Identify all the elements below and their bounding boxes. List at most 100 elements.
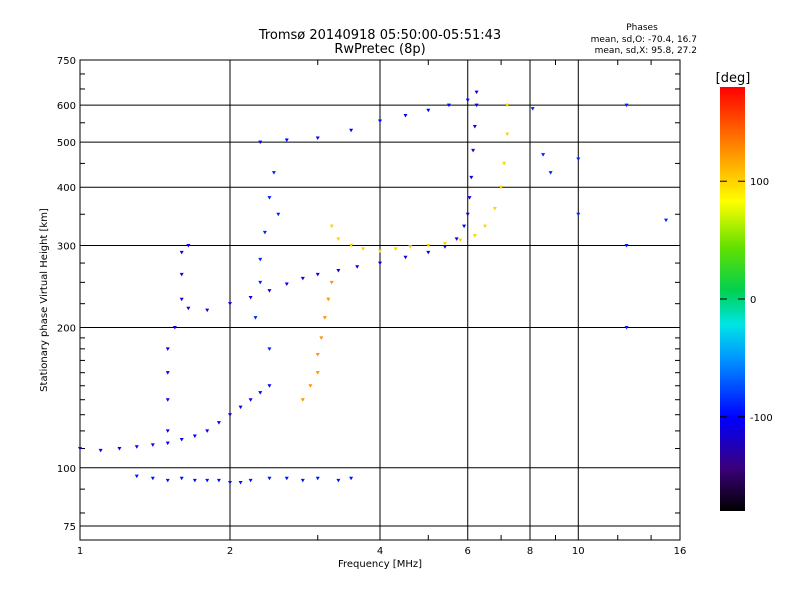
data-point bbox=[228, 413, 232, 417]
y-tick-label: 600 bbox=[57, 101, 76, 112]
data-point bbox=[253, 316, 258, 320]
data-point bbox=[300, 276, 305, 281]
data-point bbox=[284, 282, 289, 286]
data-point bbox=[426, 250, 431, 255]
data-point bbox=[322, 316, 327, 320]
data-point bbox=[462, 224, 467, 229]
x-tick-label: 16 bbox=[674, 546, 687, 557]
data-point bbox=[336, 478, 341, 483]
data-point bbox=[483, 224, 488, 229]
data-point bbox=[238, 480, 243, 485]
data-point bbox=[442, 245, 447, 249]
data-point bbox=[165, 429, 170, 433]
data-point bbox=[134, 474, 139, 479]
data-point bbox=[319, 336, 324, 340]
data-point bbox=[284, 476, 289, 481]
data-point bbox=[471, 148, 476, 153]
data-point bbox=[315, 136, 320, 141]
data-point bbox=[267, 289, 272, 293]
data-point bbox=[165, 398, 170, 402]
phase-stats-heading: Phases bbox=[626, 23, 658, 33]
data-point bbox=[315, 371, 320, 375]
x-tick-label: 4 bbox=[377, 546, 383, 557]
chart-title: Tromsø 20140918 05:50:00-05:51:43 bbox=[258, 28, 501, 43]
colorbar-tick-label: 100 bbox=[750, 177, 769, 188]
y-tick-label: 300 bbox=[57, 241, 76, 252]
data-point bbox=[624, 243, 629, 248]
y-tick-label: 200 bbox=[57, 324, 76, 335]
data-point bbox=[472, 234, 477, 238]
data-point bbox=[300, 478, 305, 483]
data-point bbox=[192, 434, 197, 439]
y-tick-label: 400 bbox=[57, 183, 76, 194]
data-point bbox=[248, 295, 253, 300]
data-point bbox=[134, 445, 139, 449]
y-axis-label: Stationary phase Virtual Height [km] bbox=[39, 208, 50, 392]
data-point bbox=[267, 384, 272, 388]
data-point bbox=[228, 480, 232, 485]
colorbar-ticks: 100 0 -100 bbox=[720, 177, 773, 424]
data-point bbox=[426, 108, 431, 113]
data-point bbox=[258, 140, 263, 145]
data-point bbox=[465, 212, 470, 217]
data-point bbox=[315, 476, 320, 481]
data-point bbox=[271, 171, 276, 175]
data-point bbox=[172, 326, 177, 330]
y-axis-ticks: 75 100 200 300 400 500 600 750 bbox=[57, 56, 680, 533]
data-point bbox=[262, 230, 267, 235]
data-point bbox=[186, 306, 191, 311]
data-point bbox=[165, 478, 170, 483]
data-point bbox=[426, 243, 431, 248]
y-tick-label: 500 bbox=[57, 138, 76, 149]
data-point bbox=[442, 241, 447, 246]
data-point bbox=[349, 243, 354, 248]
data-point bbox=[624, 103, 629, 108]
data-point bbox=[276, 212, 281, 217]
data-point bbox=[355, 265, 360, 269]
colorbar-tick-label: -100 bbox=[750, 413, 773, 424]
data-point bbox=[258, 280, 263, 285]
data-point bbox=[179, 297, 184, 302]
data-point bbox=[192, 478, 197, 483]
data-point bbox=[499, 185, 504, 190]
data-point bbox=[205, 308, 210, 313]
data-point bbox=[576, 157, 581, 161]
data-point bbox=[349, 476, 354, 481]
phase-stats-o: mean, sd,O: -70.4, 16.7 bbox=[591, 35, 697, 45]
data-point bbox=[505, 103, 510, 108]
data-point bbox=[393, 247, 398, 251]
data-point bbox=[492, 207, 497, 211]
data-point bbox=[378, 261, 382, 266]
data-point bbox=[205, 429, 210, 433]
data-point bbox=[349, 128, 354, 133]
data-point bbox=[465, 98, 470, 103]
data-point bbox=[336, 237, 341, 241]
data-point bbox=[336, 269, 341, 273]
data-point bbox=[216, 478, 221, 483]
data-point bbox=[258, 257, 263, 262]
data-point bbox=[284, 138, 289, 143]
chart-subtitle: RwPretec (8p) bbox=[334, 42, 425, 57]
data-point bbox=[446, 103, 451, 108]
data-point bbox=[308, 384, 313, 388]
data-point bbox=[179, 250, 184, 255]
data-point bbox=[502, 161, 507, 166]
plot-frame bbox=[79, 59, 681, 541]
data-point bbox=[165, 441, 170, 446]
data-point bbox=[150, 476, 155, 481]
data-points bbox=[78, 90, 669, 485]
data-point bbox=[205, 478, 210, 483]
data-point bbox=[474, 103, 479, 108]
data-point bbox=[267, 476, 272, 481]
data-point bbox=[624, 326, 629, 330]
data-point bbox=[179, 272, 184, 277]
data-point bbox=[361, 247, 366, 251]
data-point bbox=[238, 405, 243, 410]
data-point bbox=[315, 272, 320, 277]
data-point bbox=[541, 153, 546, 157]
data-point bbox=[248, 478, 253, 483]
data-point bbox=[248, 398, 253, 402]
data-point bbox=[150, 443, 155, 447]
data-point bbox=[186, 243, 191, 248]
